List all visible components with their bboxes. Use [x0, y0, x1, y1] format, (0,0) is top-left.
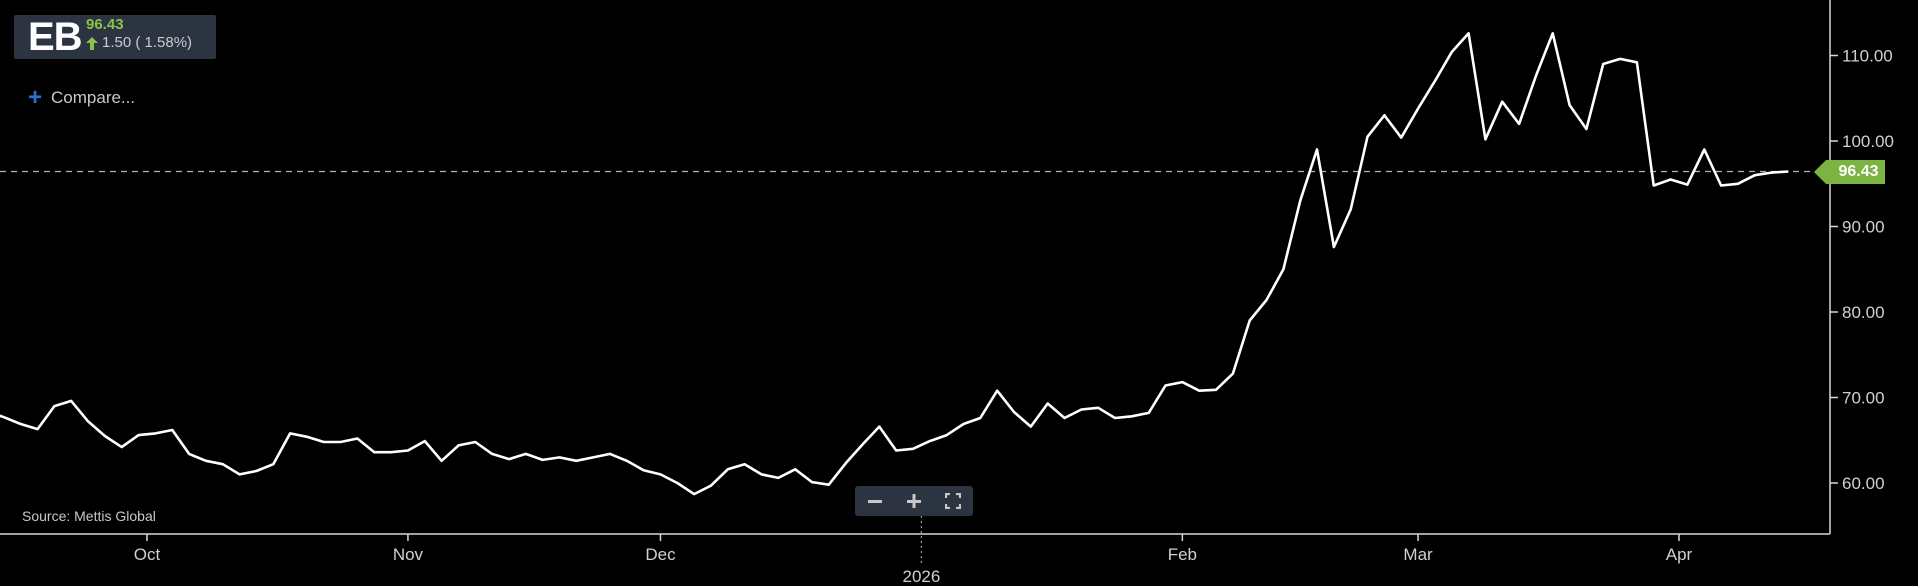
zoom-controls	[855, 486, 973, 516]
x-tick-label: Feb	[1168, 545, 1197, 564]
y-tick-label: 110.00	[1842, 47, 1893, 66]
x-tick-label: Nov	[393, 545, 424, 564]
plus-icon	[906, 494, 921, 508]
y-tick-label: 100.00	[1842, 132, 1894, 151]
x-tick-label-year: 2026	[903, 567, 941, 586]
x-tick-label: Dec	[645, 545, 676, 564]
x-tick-label: Oct	[134, 545, 161, 564]
compare-button[interactable]: + Compare...	[28, 84, 136, 111]
plus-icon: +	[28, 84, 43, 111]
ticker-change-value: 1.50 ( 1.58%)	[102, 34, 193, 51]
y-tick-label: 80.00	[1842, 303, 1885, 322]
x-tick-label: Apr	[1666, 545, 1693, 564]
up-arrow-icon	[86, 36, 98, 50]
ticker-summary: EB 96.43 1.50 ( 1.58%)	[14, 15, 216, 59]
y-tick-label: 70.00	[1842, 389, 1885, 408]
source-note: Source: Mettis Global	[22, 508, 156, 524]
minus-icon	[867, 500, 882, 503]
y-tick-label: 60.00	[1842, 474, 1885, 493]
y-tick-label: 90.00	[1842, 218, 1885, 237]
ticker-symbol: EB	[28, 15, 83, 59]
fullscreen-button[interactable]	[938, 489, 968, 513]
ticker-change: 1.50 ( 1.58%)	[86, 34, 192, 52]
price-line-layer	[0, 31, 1830, 496]
price-series-line	[0, 31, 1789, 496]
x-tick-label: Mar	[1403, 545, 1433, 564]
zoom-out-button[interactable]	[860, 489, 890, 513]
zoom-in-button[interactable]	[899, 489, 929, 513]
fullscreen-icon	[945, 493, 962, 509]
compare-label: Compare...	[51, 88, 136, 107]
last-price-tag: 96.43	[1814, 159, 1885, 184]
ticker-price: 96.43	[86, 16, 124, 33]
